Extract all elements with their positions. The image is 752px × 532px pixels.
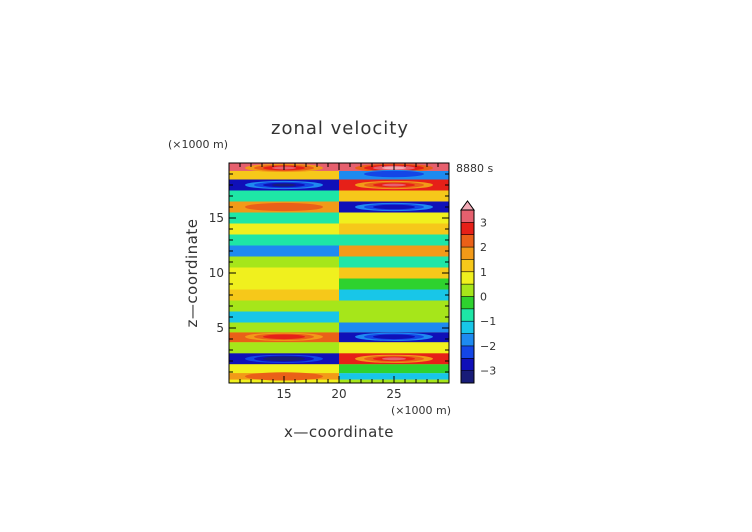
x-tick-label: 25 xyxy=(386,387,401,401)
y-tick-label: 5 xyxy=(216,321,224,335)
y-tick-label: 15 xyxy=(209,211,224,225)
colorbar-tick-label: 1 xyxy=(480,266,487,279)
contour-band-right xyxy=(339,289,449,301)
colorbar-swatch xyxy=(461,210,474,223)
contour-band-left xyxy=(229,342,339,354)
contour-blob xyxy=(263,356,305,362)
contour-blob xyxy=(245,246,323,256)
x-unit-label: (×1000 m) xyxy=(391,404,451,417)
y-axis-label: z—coordinate xyxy=(183,219,201,328)
contour-blob xyxy=(263,334,305,340)
contour-blob xyxy=(373,334,415,340)
x-tick-label: 15 xyxy=(276,387,291,401)
colorbar-swatch xyxy=(461,333,474,346)
colorbar-swatch xyxy=(461,358,474,371)
contour-blob xyxy=(355,246,433,256)
contour-band-right xyxy=(339,267,449,279)
contour-blob xyxy=(373,204,415,210)
contour-band-left xyxy=(229,190,339,202)
contour-band-left xyxy=(229,364,339,374)
contour-band-right xyxy=(339,256,449,268)
contour-band-left xyxy=(229,267,339,279)
colorbar-tick-label: 3 xyxy=(480,216,487,229)
x-tick-label: 20 xyxy=(331,387,346,401)
chart-title: zonal velocity xyxy=(271,118,409,139)
colorbar-tick-label: 2 xyxy=(480,241,487,254)
colorbar-tick-label: 0 xyxy=(480,291,487,304)
contour-band-left xyxy=(229,300,339,312)
contour-blob xyxy=(245,202,323,212)
x-axis-label: x—coordinate xyxy=(284,423,394,441)
colorbar-tick-label: −1 xyxy=(480,315,496,328)
colorbar-swatch xyxy=(461,247,474,260)
contour-blob xyxy=(355,323,433,333)
contour-blob xyxy=(382,357,406,361)
contour-band-right xyxy=(339,278,449,290)
contour-band-left xyxy=(229,289,339,301)
colorbar-swatch xyxy=(461,234,474,248)
time-label: 8880 s xyxy=(456,162,493,175)
contour-band-right xyxy=(339,342,449,354)
contour-band-right xyxy=(339,300,449,312)
contour-band-left xyxy=(229,311,339,323)
contour-band-right xyxy=(339,311,449,323)
colorbar-swatch xyxy=(461,259,474,272)
colorbar-tick-label: −3 xyxy=(480,365,496,378)
colorbar-swatch xyxy=(461,284,474,297)
contour-bands xyxy=(229,163,449,383)
contour-band-left xyxy=(229,170,339,180)
contour-blob xyxy=(364,170,424,178)
colorbar-swatch xyxy=(461,321,474,334)
contour-band-left xyxy=(229,234,339,246)
contour-band-left xyxy=(229,322,339,333)
contour-band-left xyxy=(229,256,339,268)
x-axis: 15 20 25 xyxy=(228,163,450,401)
contour-blob xyxy=(272,183,296,187)
contour-band-right xyxy=(339,223,449,235)
plot-area xyxy=(229,163,449,383)
colorbar-swatch xyxy=(461,222,474,235)
colorbar-swatch xyxy=(461,345,474,359)
colorbar-swatch xyxy=(461,296,474,309)
contour-band-left xyxy=(229,223,339,235)
y-tick-label: 10 xyxy=(209,266,224,280)
y-axis: 5 10 15 xyxy=(209,162,449,384)
contour-band-right xyxy=(339,190,449,202)
contour-band-right xyxy=(339,212,449,224)
colorbar-swatch xyxy=(461,271,474,285)
contour-band-left xyxy=(229,212,339,224)
contour-blob xyxy=(382,183,406,187)
colorbar: 3 2 1 0 −1 −2 −3 xyxy=(460,200,496,384)
colorbar-swatch xyxy=(461,308,474,322)
colorbar-tick-label: −2 xyxy=(480,340,496,353)
colorbar-swatch xyxy=(461,370,474,383)
y-unit-label: (×1000 m) xyxy=(168,138,228,151)
contour-band-right xyxy=(339,364,449,374)
contour-band-left xyxy=(229,278,339,290)
colorbar-extend-triangle xyxy=(460,200,475,211)
contour-band-right xyxy=(339,234,449,246)
